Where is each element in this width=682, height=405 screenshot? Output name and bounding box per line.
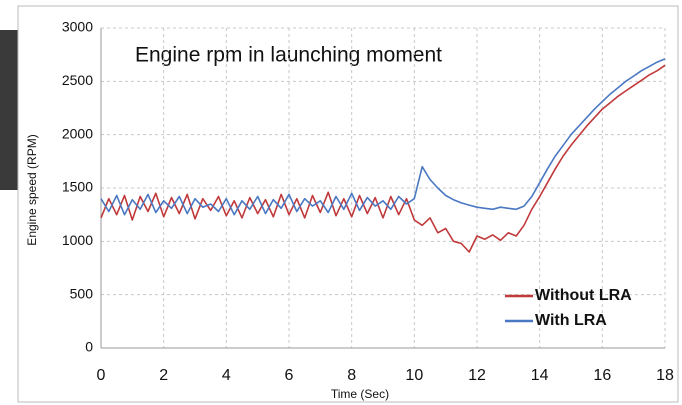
side-image-fragment	[0, 30, 18, 190]
x-tick-label: 16	[593, 367, 611, 384]
x-tick-label: 0	[97, 367, 106, 384]
y-tick-label: 500	[70, 285, 94, 301]
y-axis-label: Engine speed (RPM)	[25, 134, 39, 245]
y-tick-label: 0	[85, 339, 93, 355]
y-tick-label: 3000	[62, 19, 93, 35]
x-tick-label: 8	[347, 367, 356, 384]
x-tick-label: 2	[159, 367, 168, 384]
x-tick-label: 12	[468, 367, 486, 384]
x-tick-label: 4	[222, 367, 231, 384]
chart: Engine rpm in launching moment Time (Sec…	[0, 0, 682, 405]
y-tick-label: 2500	[62, 72, 93, 88]
x-tick-label: 18	[656, 367, 674, 384]
y-tick-label: 1500	[62, 179, 93, 195]
y-tick-label: 1000	[62, 232, 93, 248]
y-tick-label: 2000	[62, 125, 93, 141]
x-tick-label: 10	[405, 367, 423, 384]
x-tick-label: 6	[285, 367, 294, 384]
x-tick-label: 14	[531, 367, 549, 384]
legend-label: Without LRA	[535, 287, 632, 304]
legend-label: With LRA	[535, 312, 607, 329]
x-axis-label: Time (Sec)	[331, 387, 389, 401]
